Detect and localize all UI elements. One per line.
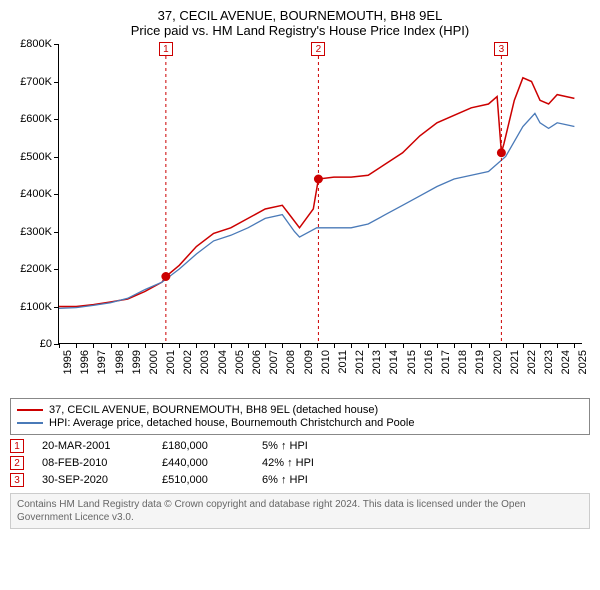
legend-row: HPI: Average price, detached house, Bour… [17,417,583,429]
sale-row-date: 30-SEP-2020 [42,474,162,486]
y-axis-labels: £0£100K£200K£300K£400K£500K£600K£700K£80… [10,44,54,344]
x-tick-label: 2015 [406,350,418,374]
sale-row-price: £510,000 [162,474,262,486]
x-tick-label: 2007 [268,350,280,374]
sale-marker-dot [162,273,170,281]
x-tick-label: 2010 [320,350,332,374]
y-tick-label: £300K [20,226,52,238]
y-tick [54,307,59,308]
y-tick [54,44,59,45]
sale-row-date: 08-FEB-2010 [42,457,162,469]
y-tick-label: £200K [20,263,52,275]
x-tick-label: 2011 [337,350,349,374]
legend-swatch [17,422,43,424]
sale-marker-dot [314,175,322,183]
sale-row-price: £180,000 [162,440,262,452]
sale-marker-box: 1 [159,42,173,56]
x-tick-label: 2016 [423,350,435,374]
sale-marker-box: 2 [311,42,325,56]
x-tick-label: 1999 [131,350,143,374]
x-tick-label: 1998 [114,350,126,374]
y-tick-label: £400K [20,188,52,200]
sale-row-delta: 6% ↑ HPI [262,474,322,486]
legend-swatch [17,409,43,411]
sale-row: 3 30-SEP-2020£510,0006% ↑ HPI [10,473,590,487]
x-tick-label: 2012 [354,350,366,374]
y-tick [54,232,59,233]
chart-title-block: 37, CECIL AVENUE, BOURNEMOUTH, BH8 9EL P… [10,8,590,38]
x-tick-label: 2013 [371,350,383,374]
sale-row: 1 20-MAR-2001£180,0005% ↑ HPI [10,439,590,453]
legend-label: HPI: Average price, detached house, Bour… [49,417,414,429]
x-tick-label: 1996 [79,350,91,374]
x-tick-label: 2004 [217,350,229,374]
x-tick-label: 2014 [388,350,400,374]
x-tick-label: 2020 [492,350,504,374]
x-tick-label: 1997 [96,350,108,374]
sale-row-price: £440,000 [162,457,262,469]
x-tick-label: 2025 [577,350,589,374]
title-line-2: Price paid vs. HM Land Registry's House … [10,23,590,38]
y-tick-label: £0 [40,338,52,350]
x-tick-label: 2006 [251,350,263,374]
attribution: Contains HM Land Registry data © Crown c… [10,493,590,529]
legend-row: 37, CECIL AVENUE, BOURNEMOUTH, BH8 9EL (… [17,404,583,416]
x-tick-label: 2001 [165,350,177,374]
x-tick-label: 2009 [303,350,315,374]
y-tick [54,82,59,83]
x-tick-label: 2023 [543,350,555,374]
legend-label: 37, CECIL AVENUE, BOURNEMOUTH, BH8 9EL (… [49,404,378,416]
x-tick-label: 2021 [509,350,521,374]
x-tick-label: 2008 [285,350,297,374]
y-tick [54,157,59,158]
x-tick-label: 2003 [199,350,211,374]
sale-row-marker: 3 [10,473,24,487]
x-tick-label: 1995 [62,350,74,374]
series-property [59,78,574,307]
sale-marker-dot [497,149,505,157]
y-tick [54,194,59,195]
y-tick-label: £500K [20,151,52,163]
legend: 37, CECIL AVENUE, BOURNEMOUTH, BH8 9EL (… [10,398,590,435]
x-tick-label: 2005 [234,350,246,374]
x-tick-label: 2002 [182,350,194,374]
title-line-1: 37, CECIL AVENUE, BOURNEMOUTH, BH8 9EL [10,8,590,23]
x-tick-label: 2017 [440,350,452,374]
x-tick-label: 2022 [526,350,538,374]
x-tick-label: 2018 [457,350,469,374]
series-hpi [59,113,574,308]
x-tick-label: 2024 [560,350,572,374]
sale-row-marker: 2 [10,456,24,470]
chart-area: £0£100K£200K£300K£400K£500K£600K£700K£80… [10,44,590,384]
sale-row-delta: 5% ↑ HPI [262,440,322,452]
plot-area: 1 2 3 [58,44,582,344]
sale-row-marker: 1 [10,439,24,453]
y-tick-label: £700K [20,76,52,88]
x-axis-labels: 1995 1996 1997 1998 1999 2000 2001 2002 2003 2004… [58,346,582,386]
sale-marker-box: 3 [494,42,508,56]
sale-row: 2 08-FEB-2010£440,00042% ↑ HPI [10,456,590,470]
y-tick [54,119,59,120]
y-tick-label: £100K [20,301,52,313]
sale-row-delta: 42% ↑ HPI [262,457,322,469]
x-tick-label: 2000 [148,350,160,374]
sales-table: 1 20-MAR-2001£180,0005% ↑ HPI 2 08-FEB-2010… [10,439,590,487]
sale-row-date: 20-MAR-2001 [42,440,162,452]
y-tick-label: £800K [20,38,52,50]
y-tick-label: £600K [20,113,52,125]
x-tick-label: 2019 [474,350,486,374]
y-tick [54,269,59,270]
line-chart-svg [59,44,583,344]
